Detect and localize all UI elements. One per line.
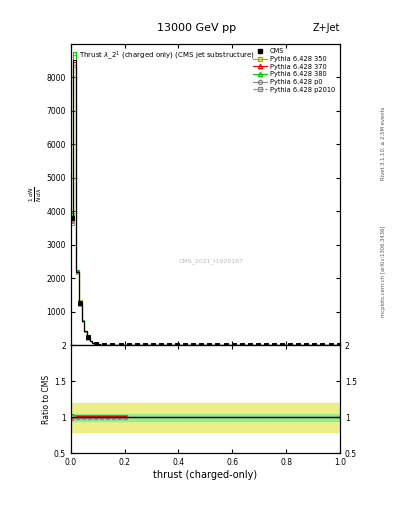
Text: CMS_2021_I1920187: CMS_2021_I1920187 [178, 258, 243, 264]
X-axis label: thrust (charged-only): thrust (charged-only) [153, 470, 257, 480]
Legend: CMS, Pythia 6.428 350, Pythia 6.428 370, Pythia 6.428 380, Pythia 6.428 p0, Pyth: CMS, Pythia 6.428 350, Pythia 6.428 370,… [252, 47, 337, 94]
Y-axis label: Ratio to CMS: Ratio to CMS [42, 375, 51, 424]
Text: Thrust $\lambda$_2$^1$ (charged only) (CMS jet substructure): Thrust $\lambda$_2$^1$ (charged only) (C… [79, 50, 255, 62]
Text: mcplots.cern.ch [arXiv:1306.3436]: mcplots.cern.ch [arXiv:1306.3436] [381, 226, 386, 317]
Text: Rivet 3.1.10, ≥ 2.5M events: Rivet 3.1.10, ≥ 2.5M events [381, 106, 386, 180]
Text: Z+Jet: Z+Jet [312, 23, 340, 33]
Text: 13000 GeV pp: 13000 GeV pp [157, 23, 236, 33]
Y-axis label: $\frac{1}{N}\frac{dN}{d\lambda}$: $\frac{1}{N}\frac{dN}{d\lambda}$ [27, 187, 44, 202]
